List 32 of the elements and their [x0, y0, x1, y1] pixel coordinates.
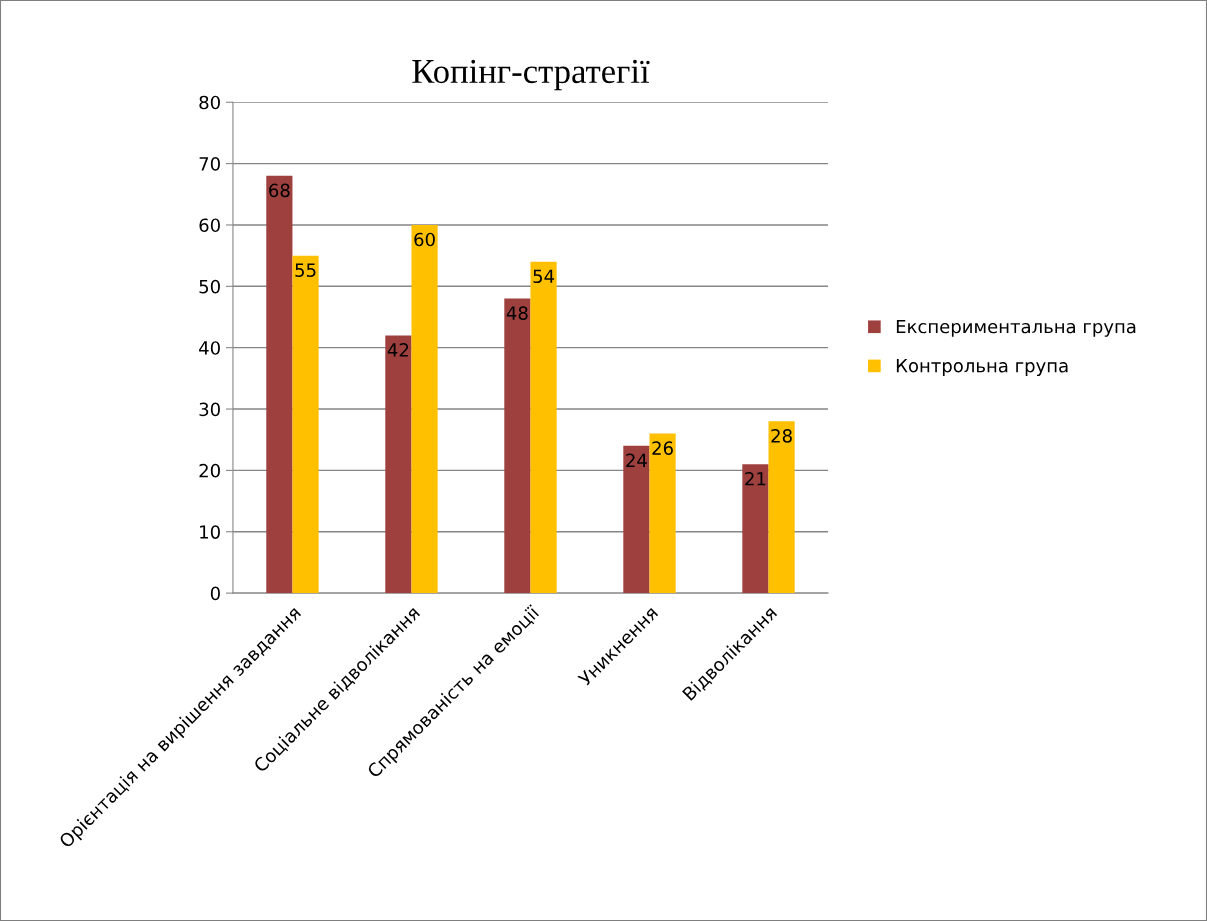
y-tick-label: 0 [210, 586, 220, 601]
bar [266, 175, 293, 594]
bar [768, 421, 795, 594]
legend-label: Контрольна група [896, 359, 1068, 376]
data-label: 26 [652, 441, 673, 455]
y-tick-label: 70 [199, 157, 220, 171]
y-tick-label: 60 [199, 218, 220, 233]
legend-label: Експериментальна група [896, 319, 1136, 337]
bar [530, 261, 557, 594]
y-tick-label: 50 [199, 279, 220, 294]
data-label: 24 [626, 453, 647, 467]
data-label: 60 [414, 232, 435, 247]
bar [385, 335, 412, 594]
bar [411, 224, 438, 594]
bar [623, 445, 650, 594]
chart-title: Копінг-стратегії [412, 59, 650, 91]
data-label: 21 [745, 471, 766, 486]
data-label: 54 [533, 269, 555, 284]
y-tick-label: 80 [199, 95, 220, 110]
y-tick-label: 40 [199, 341, 220, 355]
y-tick-label: 20 [199, 463, 220, 478]
data-label: 48 [506, 306, 528, 320]
bar [742, 464, 769, 594]
data-label: 42 [387, 343, 409, 357]
bar [292, 255, 319, 594]
bar [504, 298, 531, 594]
data-label: 68 [269, 183, 290, 198]
y-tick-label: 30 [199, 402, 220, 417]
data-label: 28 [771, 428, 792, 443]
y-tick-label: 10 [200, 525, 220, 539]
data-label: 55 [295, 263, 316, 277]
bar [649, 433, 676, 594]
